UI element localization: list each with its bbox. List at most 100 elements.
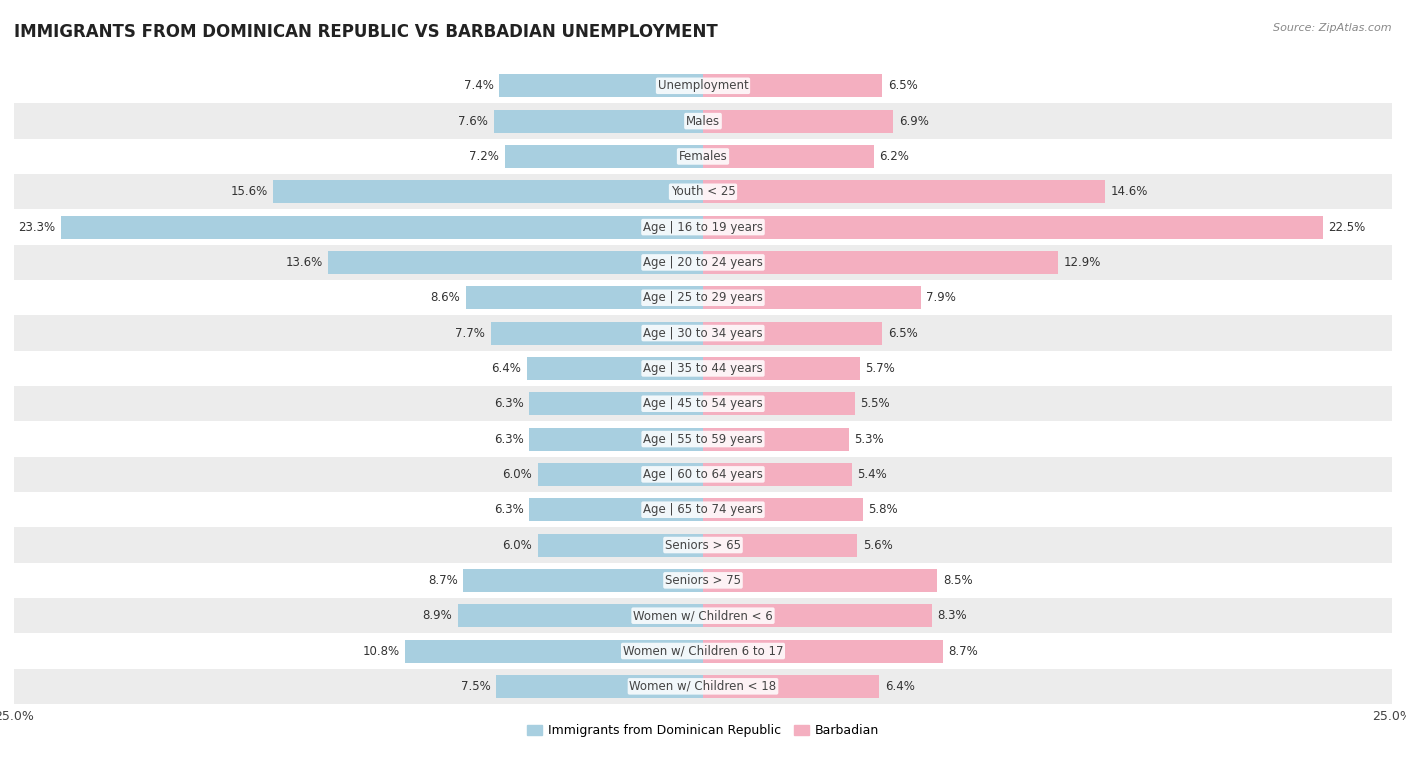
Bar xyxy=(703,74,882,97)
Bar xyxy=(703,463,852,486)
Text: 8.3%: 8.3% xyxy=(938,609,967,622)
Text: 5.3%: 5.3% xyxy=(855,432,884,446)
Bar xyxy=(703,534,858,556)
Bar xyxy=(494,110,703,132)
Legend: Immigrants from Dominican Republic, Barbadian: Immigrants from Dominican Republic, Barb… xyxy=(522,719,884,743)
Text: Age | 16 to 19 years: Age | 16 to 19 years xyxy=(643,220,763,234)
Bar xyxy=(496,675,703,698)
Bar xyxy=(14,104,1392,139)
Text: 7.9%: 7.9% xyxy=(927,291,956,304)
Text: 6.3%: 6.3% xyxy=(494,503,524,516)
Text: 7.5%: 7.5% xyxy=(461,680,491,693)
Bar xyxy=(14,562,1392,598)
Text: 8.6%: 8.6% xyxy=(430,291,461,304)
Text: 6.4%: 6.4% xyxy=(884,680,915,693)
Text: Youth < 25: Youth < 25 xyxy=(671,185,735,198)
Text: Age | 25 to 29 years: Age | 25 to 29 years xyxy=(643,291,763,304)
Bar xyxy=(328,251,703,274)
Bar xyxy=(491,322,703,344)
Text: Age | 30 to 34 years: Age | 30 to 34 years xyxy=(643,326,763,340)
Text: 6.4%: 6.4% xyxy=(491,362,522,375)
Text: 5.5%: 5.5% xyxy=(860,397,890,410)
Bar xyxy=(14,492,1392,528)
Bar xyxy=(14,210,1392,245)
Text: Seniors > 65: Seniors > 65 xyxy=(665,538,741,552)
Text: Women w/ Children < 18: Women w/ Children < 18 xyxy=(630,680,776,693)
Text: Age | 60 to 64 years: Age | 60 to 64 years xyxy=(643,468,763,481)
Text: 13.6%: 13.6% xyxy=(285,256,323,269)
Text: 23.3%: 23.3% xyxy=(18,220,55,234)
Bar xyxy=(14,245,1392,280)
Bar xyxy=(14,316,1392,350)
Text: 5.4%: 5.4% xyxy=(858,468,887,481)
Text: Females: Females xyxy=(679,150,727,163)
Text: Age | 35 to 44 years: Age | 35 to 44 years xyxy=(643,362,763,375)
Bar xyxy=(703,675,879,698)
Bar xyxy=(527,357,703,380)
Bar xyxy=(14,280,1392,316)
Bar xyxy=(463,569,703,592)
Bar xyxy=(14,350,1392,386)
Text: 6.5%: 6.5% xyxy=(887,326,917,340)
Text: 6.3%: 6.3% xyxy=(494,397,524,410)
Bar xyxy=(703,569,938,592)
Bar xyxy=(14,386,1392,422)
Text: 8.5%: 8.5% xyxy=(943,574,973,587)
Bar xyxy=(14,174,1392,210)
Bar xyxy=(703,392,855,415)
Bar xyxy=(703,604,932,627)
Text: 6.0%: 6.0% xyxy=(502,538,531,552)
Text: Age | 20 to 24 years: Age | 20 to 24 years xyxy=(643,256,763,269)
Bar xyxy=(14,668,1392,704)
Text: Unemployment: Unemployment xyxy=(658,79,748,92)
Bar xyxy=(273,180,703,203)
Bar xyxy=(530,498,703,522)
Bar xyxy=(703,428,849,450)
Text: 10.8%: 10.8% xyxy=(363,644,399,658)
Text: 7.6%: 7.6% xyxy=(458,114,488,128)
Bar xyxy=(14,139,1392,174)
Bar xyxy=(14,68,1392,104)
Text: 12.9%: 12.9% xyxy=(1064,256,1101,269)
Text: 8.9%: 8.9% xyxy=(422,609,453,622)
Text: Seniors > 75: Seniors > 75 xyxy=(665,574,741,587)
Text: 5.8%: 5.8% xyxy=(869,503,898,516)
Text: 8.7%: 8.7% xyxy=(427,574,458,587)
Bar xyxy=(14,598,1392,634)
Text: Age | 55 to 59 years: Age | 55 to 59 years xyxy=(643,432,763,446)
Bar xyxy=(703,357,860,380)
Bar xyxy=(703,640,943,662)
Bar xyxy=(405,640,703,662)
Text: Age | 65 to 74 years: Age | 65 to 74 years xyxy=(643,503,763,516)
Bar xyxy=(703,286,921,309)
Text: IMMIGRANTS FROM DOMINICAN REPUBLIC VS BARBADIAN UNEMPLOYMENT: IMMIGRANTS FROM DOMINICAN REPUBLIC VS BA… xyxy=(14,23,718,41)
Bar xyxy=(530,428,703,450)
Bar xyxy=(14,456,1392,492)
Text: Source: ZipAtlas.com: Source: ZipAtlas.com xyxy=(1274,23,1392,33)
Bar xyxy=(537,463,703,486)
Text: 7.2%: 7.2% xyxy=(470,150,499,163)
Text: 6.9%: 6.9% xyxy=(898,114,928,128)
Text: 22.5%: 22.5% xyxy=(1329,220,1365,234)
Bar xyxy=(703,110,893,132)
Text: 6.3%: 6.3% xyxy=(494,432,524,446)
Text: 6.0%: 6.0% xyxy=(502,468,531,481)
Bar xyxy=(703,216,1323,238)
Text: 7.4%: 7.4% xyxy=(464,79,494,92)
Text: 6.2%: 6.2% xyxy=(879,150,910,163)
Bar xyxy=(703,322,882,344)
Text: 6.5%: 6.5% xyxy=(887,79,917,92)
Bar xyxy=(703,180,1105,203)
Text: 7.7%: 7.7% xyxy=(456,326,485,340)
Text: 14.6%: 14.6% xyxy=(1111,185,1149,198)
Bar xyxy=(458,604,703,627)
Bar xyxy=(14,634,1392,668)
Bar xyxy=(465,286,703,309)
Text: 5.7%: 5.7% xyxy=(866,362,896,375)
Bar xyxy=(14,528,1392,562)
Bar xyxy=(537,534,703,556)
Bar xyxy=(499,74,703,97)
Text: Age | 45 to 54 years: Age | 45 to 54 years xyxy=(643,397,763,410)
Text: 15.6%: 15.6% xyxy=(231,185,267,198)
Bar xyxy=(703,498,863,522)
